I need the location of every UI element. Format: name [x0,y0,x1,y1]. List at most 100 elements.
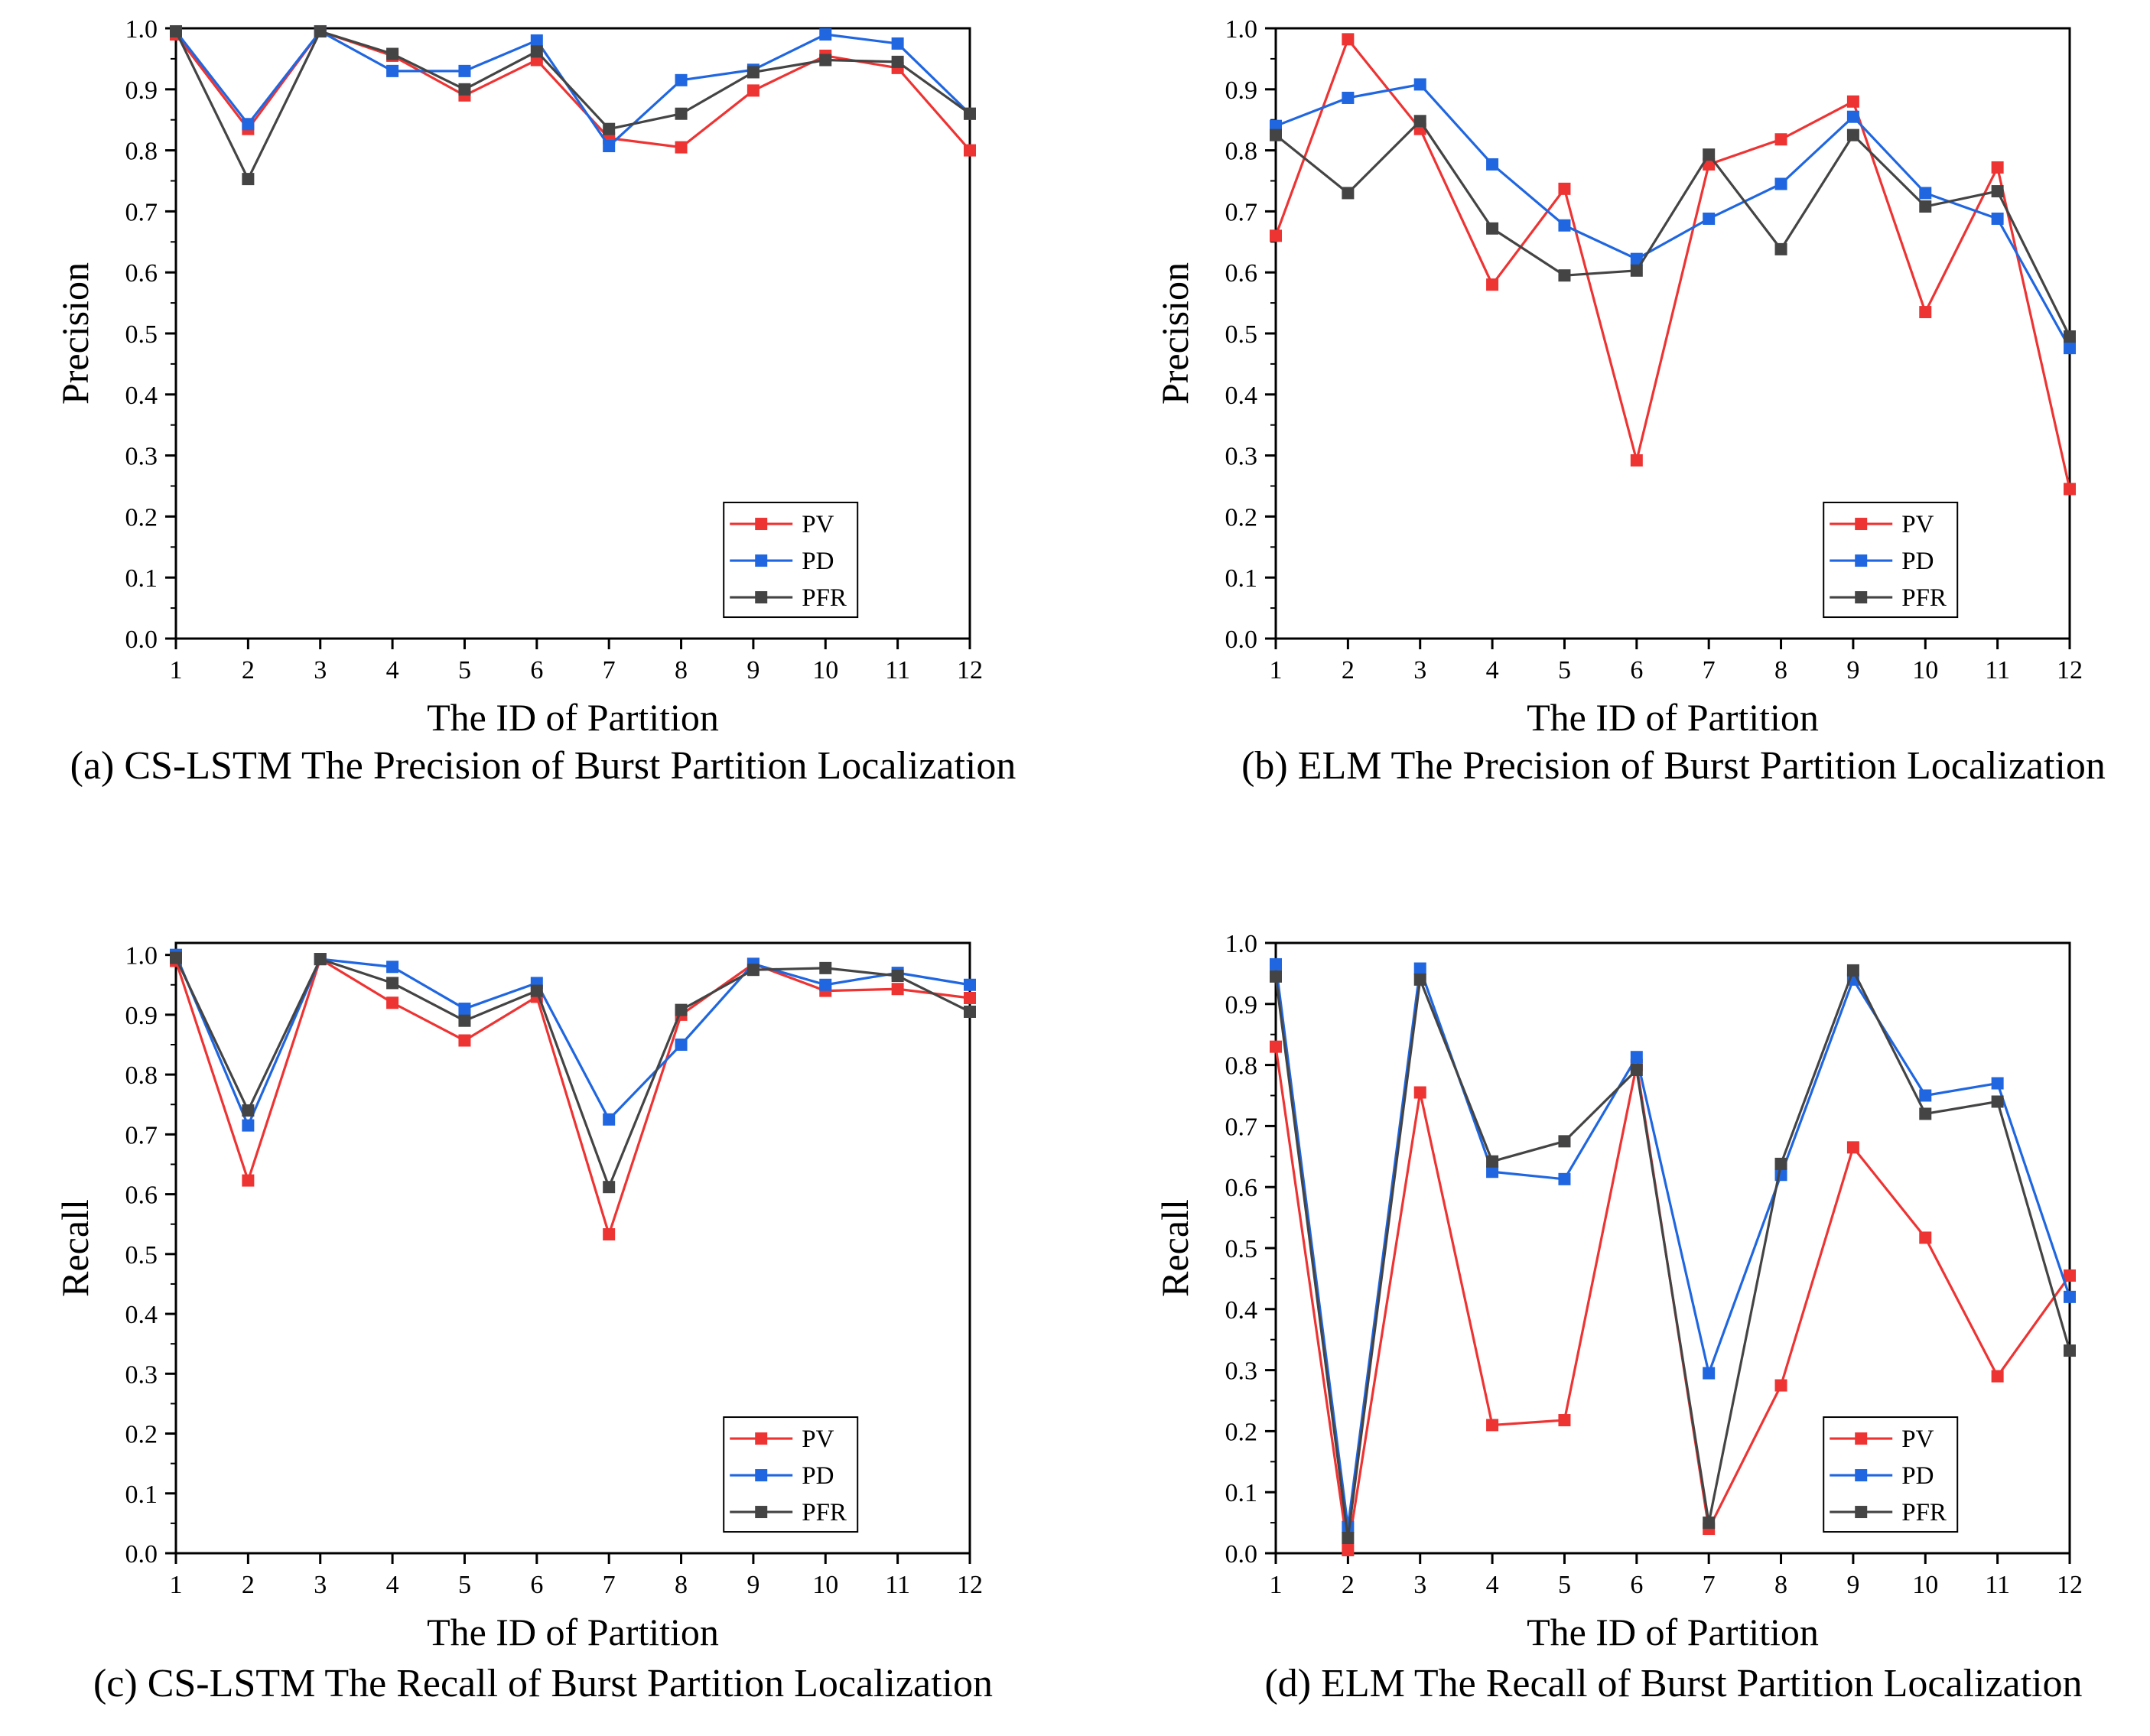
legend-label: PD [1901,548,1934,575]
legend-item-pd: PD [1830,1462,1934,1490]
data-point [1630,264,1643,277]
data-point [386,64,399,77]
series-line-pd [1275,83,2071,349]
x-tick-label: 1 [1270,1571,1283,1599]
data-point [603,1228,616,1241]
y-axis-title: Recall [54,1199,96,1297]
y-tick-label: 0.7 [125,198,158,226]
x-tick-label: 12 [2057,656,2083,684]
legend-label: PD [1901,1462,1934,1490]
data-point [1991,1077,2004,1090]
data-point [2064,1290,2076,1303]
series-pv [170,953,976,1241]
series-line-pfr [1274,969,2071,1539]
legend-label: PFR [1901,1499,1947,1526]
x-tick-label: 5 [458,656,471,684]
data-point [1991,1095,2004,1108]
data-point [1703,1517,1716,1530]
x-tick-label: 2 [242,656,255,684]
data-point [675,1003,688,1016]
x-tick-label: 8 [1774,1571,1787,1599]
data-point [242,118,255,131]
legend-marker [755,1506,768,1519]
x-tick-label: 6 [1630,1571,1643,1599]
x-tick-label: 8 [1774,656,1787,684]
x-tick-label: 8 [675,1571,688,1599]
data-point [386,961,399,974]
legend-label: PV [1901,511,1934,538]
x-tick-label: 12 [2057,1571,2083,1599]
data-point [675,141,688,154]
y-tick-label: 0.5 [1225,320,1258,349]
legend-marker [1855,518,1868,531]
data-point [1919,306,1932,319]
data-point [386,996,399,1009]
x-axis-title: The ID of Partition [1527,696,1819,739]
data-point [530,34,543,47]
data-point [1270,1040,1282,1053]
data-point [675,1039,688,1051]
y-tick-label: 0.5 [125,1241,158,1269]
y-tick-label: 0.6 [125,1182,158,1210]
x-tick-label: 2 [242,1571,255,1599]
legend: PV PD PFR [1823,502,1959,619]
data-point [170,24,182,37]
x-tick-label: 9 [1846,656,1859,684]
data-point [1774,133,1787,146]
data-point [1486,158,1499,171]
x-tick-label: 7 [603,656,616,684]
data-point [1919,1231,1932,1244]
legend-marker [1855,591,1868,604]
series-pfr [1270,964,2076,1545]
panel-caption: (d) ELM The Recall of Burst Partition Lo… [1264,1662,2082,1705]
y-tick-label: 1.0 [125,15,158,44]
data-point [675,107,688,120]
data-point [1342,1544,1355,1557]
data-point [1558,219,1571,232]
series-line-pfr [174,30,971,180]
x-tick-label: 11 [885,656,910,684]
x-tick-label: 3 [1413,656,1426,684]
y-tick-label: 0.5 [125,320,158,349]
x-tick-label: 5 [458,1571,471,1599]
y-tick-label: 0.0 [1225,1540,1258,1569]
data-point [1270,970,1282,983]
data-point [1919,1089,1932,1102]
data-point [2064,1344,2076,1357]
y-tick-label: 0.8 [1225,138,1258,166]
data-point [2064,483,2076,496]
data-point [1342,1520,1355,1533]
chart-panel-c: 1 2 3 4 5 6 7 8 9 10 11 120.00.10.20.30.40.50.60.70… [54,941,993,1705]
data-point [1991,1370,2004,1383]
data-point [1486,222,1499,235]
y-tick-label: 1.0 [1225,930,1258,958]
y-axis-title: Precision [54,262,96,405]
y-tick-label: 0.8 [1225,1052,1258,1081]
data-point [1630,252,1643,265]
data-point [386,977,399,990]
x-tick-label: 10 [812,1571,838,1599]
data-point [891,55,904,68]
data-point [458,1014,471,1027]
y-tick-label: 0.4 [1225,382,1258,410]
x-tick-label: 3 [1413,1571,1426,1599]
data-point [603,140,616,153]
y-axis-title: Precision [1153,262,1196,405]
data-point [458,1003,471,1016]
x-tick-label: 1 [1270,656,1283,684]
y-tick-label: 0.4 [125,1301,158,1329]
series-pv [1270,33,2076,496]
legend-label: PV [1901,1426,1934,1453]
data-point [1846,1141,1859,1154]
y-tick-label: 0.0 [1225,626,1258,654]
x-tick-label: 11 [1985,1571,2010,1599]
x-axis-title: The ID of Partition [427,696,719,739]
x-axis-title: The ID of Partition [427,1611,719,1653]
legend-item-pv: PV [730,1426,834,1453]
data-point [819,978,832,991]
data-point [1558,269,1571,282]
data-point [458,83,471,96]
data-point [1342,33,1355,46]
y-tick-label: 0.2 [1225,503,1258,532]
